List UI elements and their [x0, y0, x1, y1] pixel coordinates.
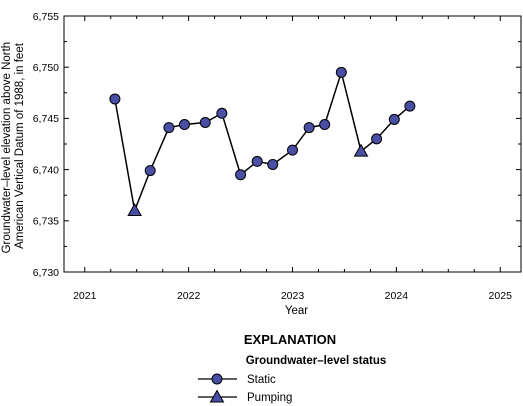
y-tick-label: 6,750 [33, 62, 59, 74]
data-point-static [199, 116, 211, 128]
y-tick-label: 6,740 [33, 164, 59, 176]
data-point-pumping [353, 143, 369, 157]
data-point-static [109, 93, 121, 105]
y-tick-label: 6,745 [33, 113, 59, 125]
data-point-static [319, 119, 331, 131]
data-point-static [163, 122, 175, 134]
x-axis-title: Year [285, 305, 308, 317]
y-axis-title-line-1: Groundwater–level elevation above North [1, 42, 13, 254]
data-point-static [144, 165, 156, 177]
legend-entry-static: Static [198, 373, 276, 386]
data-point-static [251, 155, 263, 167]
data-point-static [235, 169, 247, 181]
data-series [109, 66, 416, 217]
y-tick-label: 6,755 [33, 11, 59, 23]
legend-label-pumping: Pumping [247, 392, 292, 404]
data-point-static [267, 158, 279, 170]
data-point-static [287, 144, 298, 156]
legend-marker-triangle-icon [209, 389, 225, 403]
x-axis-ticks: 2021 2022 2023 2024 2025 [73, 16, 512, 302]
y-axis-title: Groundwater–level elevation above North … [1, 39, 26, 254]
legend-label-static: Static [247, 374, 276, 386]
series-line [114, 69, 411, 214]
data-point-static [335, 66, 347, 78]
x-tick-label: 2024 [385, 290, 409, 302]
data-point-static [388, 113, 400, 125]
data-point-static [303, 122, 315, 134]
plot-area-frame [63, 15, 522, 273]
x-tick-label: 2023 [281, 290, 305, 302]
y-tick-label: 6,735 [33, 216, 59, 228]
x-tick-label: 2025 [489, 290, 513, 302]
legend-entry-pumping: Pumping [198, 389, 292, 404]
legend: EXPLANATION Groundwater–level status Sta… [198, 332, 386, 404]
data-point-pumping [127, 203, 142, 217]
data-point-static [178, 119, 190, 131]
x-tick-label: 2022 [177, 290, 201, 302]
data-point-static [371, 133, 383, 145]
legend-marker-circle-icon [211, 373, 223, 385]
y-axis-title-line-2: American Vertical Datum of 1988, in feet [14, 42, 26, 249]
data-point-static [404, 100, 416, 112]
legend-title: EXPLANATION [244, 332, 336, 347]
y-tick-label: 6,730 [33, 267, 59, 279]
data-point-static [216, 107, 228, 119]
x-tick-label: 2021 [73, 290, 97, 302]
y-axis-ticks: 6,730 6,735 6,740 6,745 6,750 6,755 [33, 11, 521, 279]
legend-subtitle: Groundwater–level status [246, 355, 387, 367]
